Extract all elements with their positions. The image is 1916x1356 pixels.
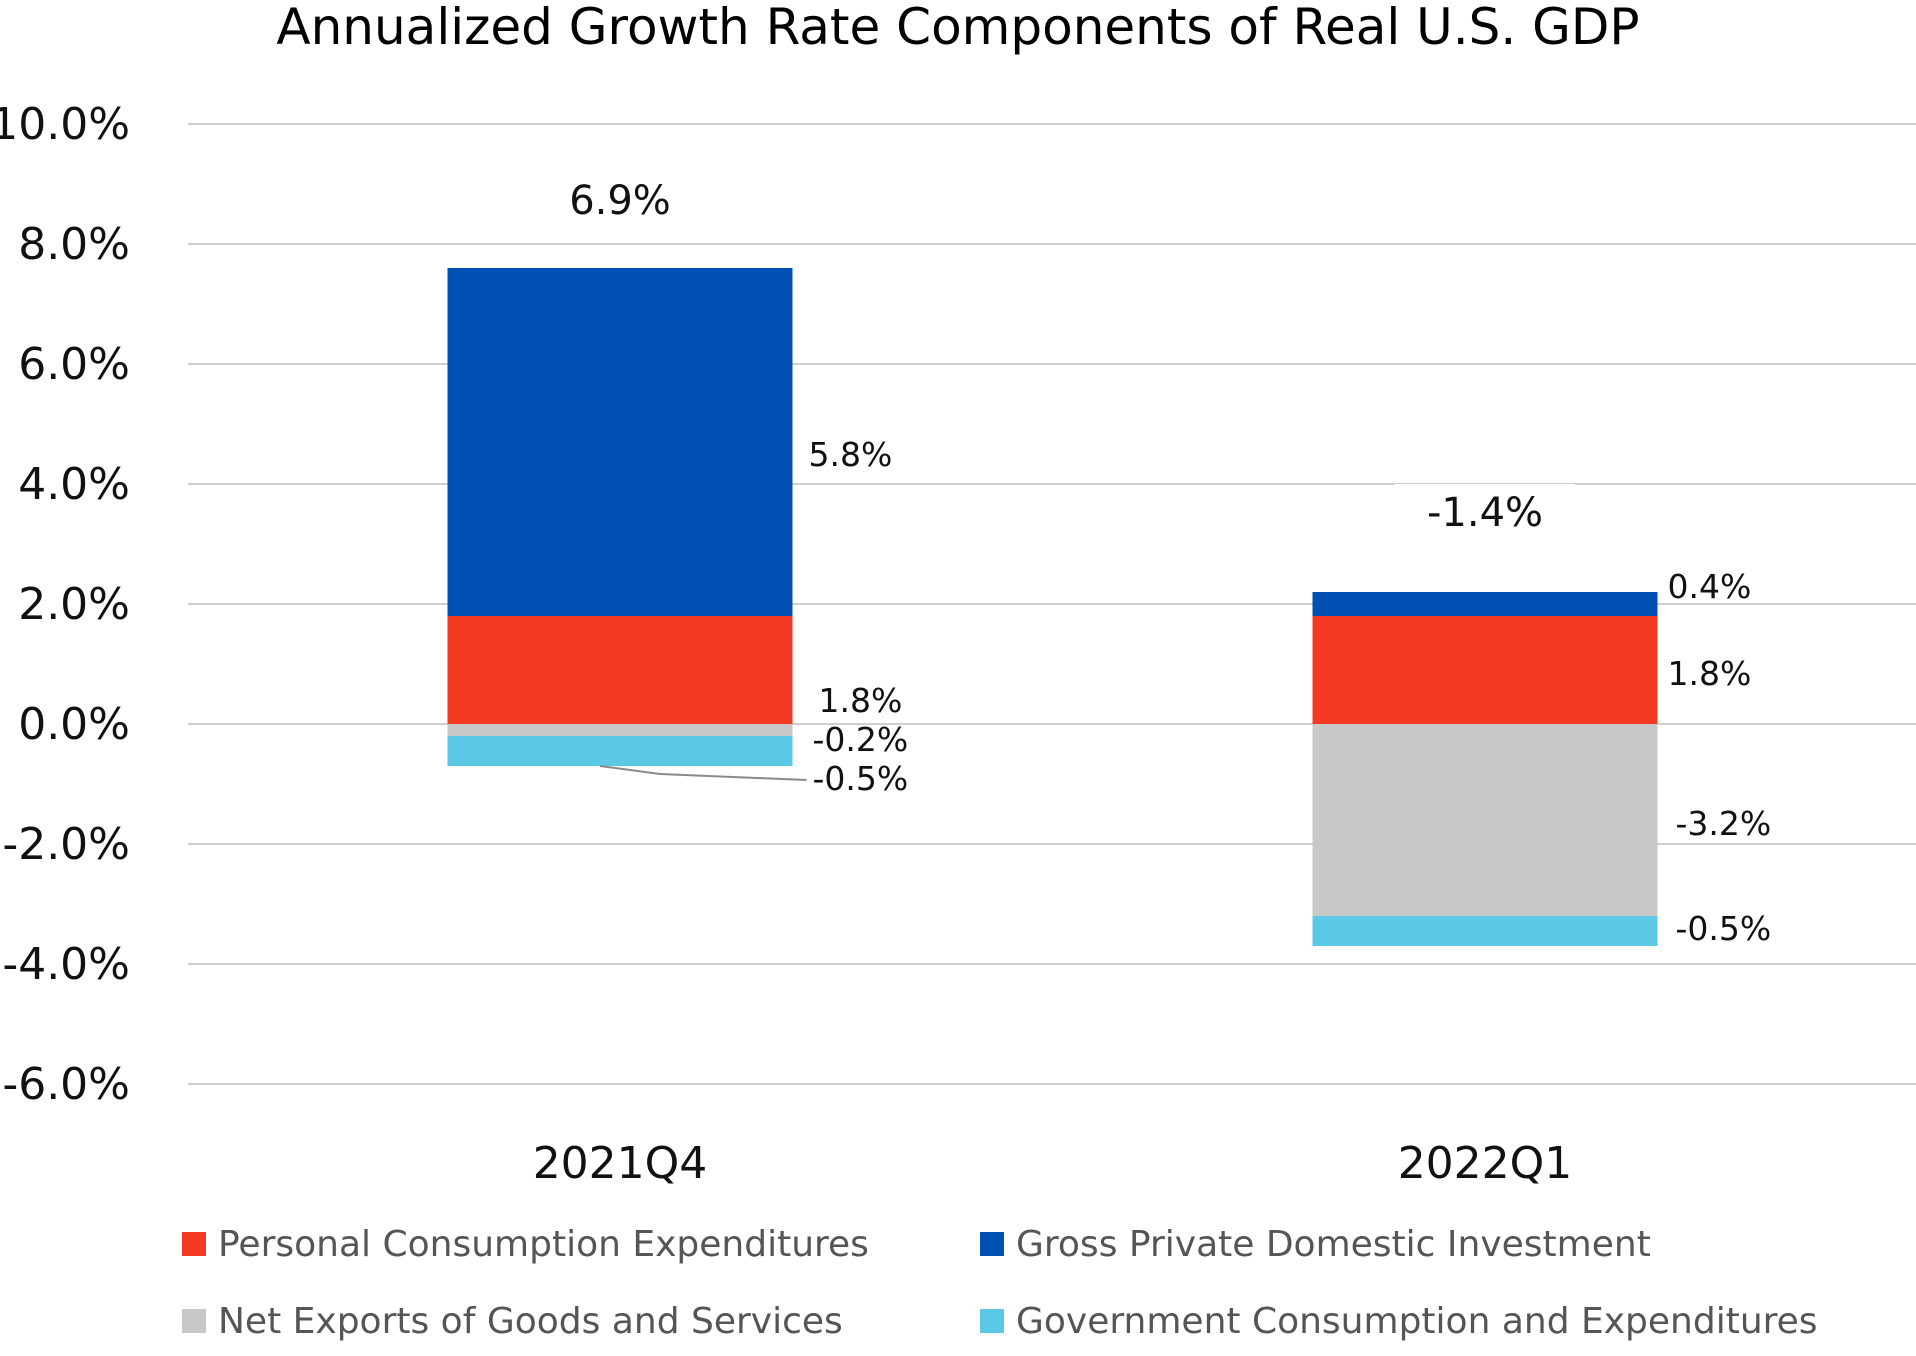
- legend: Personal Consumption Expenditures Gross P…: [182, 1224, 1818, 1342]
- data-label: -0.2%: [813, 720, 909, 759]
- x-axis-category-labels: 2021Q4 2022Q1: [533, 1138, 1573, 1189]
- y-axis-tick-labels: 10.0% 8.0% 6.0% 4.0% 2.0% 0.0% -2.0% -4.0% -6.0%: [0, 99, 130, 1110]
- y-tick-label: 10.0%: [0, 99, 130, 150]
- leader-line: [599, 765, 807, 781]
- stacked-bars: [447, 268, 1658, 946]
- y-tick-label: -2.0%: [2, 819, 130, 870]
- data-label: 0.4%: [1668, 567, 1752, 606]
- bar-segment-gross-private-domestic-investment-2022q1: [1312, 592, 1658, 616]
- bar-segment-gross-private-domestic-investment-2021q4: [447, 268, 793, 616]
- data-label: 1.8%: [819, 681, 903, 720]
- data-label: 1.8%: [1668, 654, 1752, 693]
- legend-swatch: [182, 1309, 206, 1333]
- legend-label: Gross Private Domestic Investment: [1016, 1224, 1651, 1265]
- total-label-background: [530, 172, 710, 230]
- bar-segment-personal-consumption-expenditures-2022q1: [1312, 616, 1658, 724]
- data-label: 5.8%: [809, 435, 893, 474]
- legend-swatch: [980, 1232, 1004, 1256]
- y-tick-label: -6.0%: [2, 1059, 130, 1110]
- legend-swatch: [980, 1309, 1004, 1333]
- y-tick-label: -4.0%: [2, 939, 130, 990]
- y-tick-label: 4.0%: [18, 459, 130, 510]
- y-tick-label: 6.0%: [18, 339, 130, 390]
- total-label: 6.9%: [569, 178, 671, 224]
- y-tick-label: 2.0%: [18, 579, 130, 630]
- total-label: -1.4%: [1427, 490, 1543, 536]
- bar-segment-government-consumption-and-expenditures-2022q1: [1312, 916, 1658, 946]
- legend-label: Government Consumption and Expenditures: [1016, 1301, 1818, 1342]
- data-label: -0.5%: [1676, 909, 1772, 948]
- legend-swatch: [182, 1232, 206, 1256]
- bar-segment-government-consumption-and-expenditures-2021q4: [447, 736, 793, 766]
- x-category-label: 2021Q4: [533, 1138, 708, 1189]
- y-tick-label: 8.0%: [18, 219, 130, 270]
- legend-label: Net Exports of Goods and Services: [218, 1301, 843, 1342]
- bar-segment-net-exports-of-goods-and-services-2021q4: [447, 724, 793, 736]
- data-label: -3.2%: [1676, 804, 1772, 843]
- y-tick-label: 0.0%: [18, 699, 130, 750]
- legend-label: Personal Consumption Expenditures: [218, 1224, 869, 1265]
- chart-title: Annualized Growth Rate Components of Rea…: [276, 0, 1639, 56]
- x-category-label: 2022Q1: [1398, 1138, 1573, 1189]
- data-labels: 1.8%5.8%-0.2%-0.5%1.8%0.4%-3.2%-0.5%6.9%…: [530, 172, 1771, 948]
- data-label: -0.5%: [813, 759, 909, 798]
- bar-segment-personal-consumption-expenditures-2021q4: [447, 616, 793, 724]
- total-label-background: [1395, 484, 1575, 542]
- bar-segment-net-exports-of-goods-and-services-2022q1: [1312, 724, 1658, 916]
